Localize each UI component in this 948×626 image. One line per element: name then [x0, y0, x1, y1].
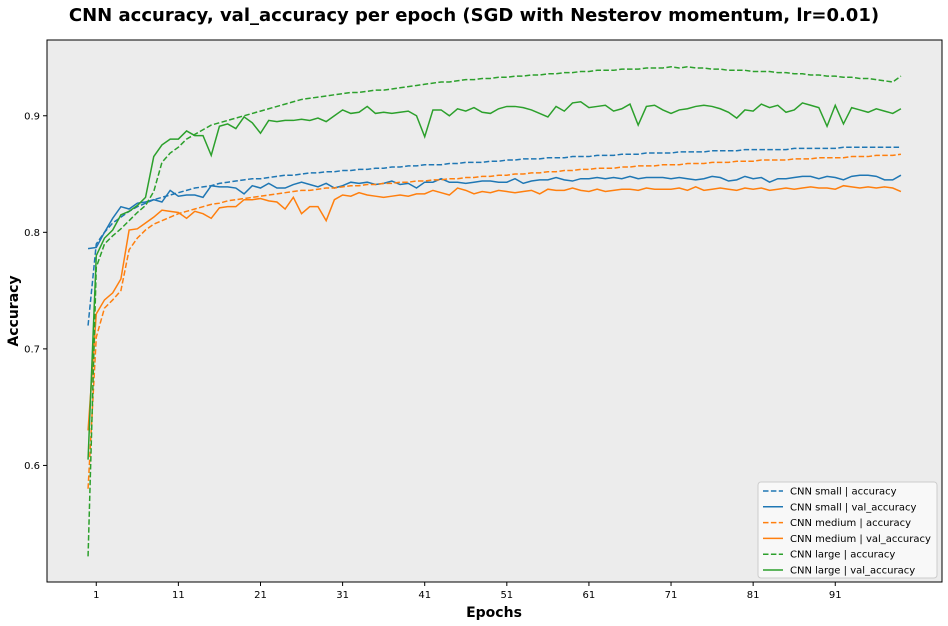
x-tick-label: 51 [500, 590, 513, 601]
x-tick-label: 21 [254, 590, 267, 601]
series-layer [87, 66, 902, 557]
series-line-4 [87, 66, 902, 557]
y-tick-label: 0.8 [24, 228, 40, 239]
legend-label-1: CNN small | val_accuracy [790, 502, 917, 513]
legend-label-4: CNN large | accuracy [790, 550, 895, 561]
series-line-5 [87, 100, 902, 460]
y-axis-label: Accuracy [6, 275, 22, 346]
x-tick-label: 81 [747, 590, 760, 601]
legend-label-3: CNN medium | val_accuracy [790, 534, 931, 545]
x-tick-label: 61 [583, 590, 596, 601]
y-tick-label: 0.7 [24, 344, 40, 355]
series-line-0 [87, 146, 901, 326]
x-tick-label: 11 [172, 590, 185, 601]
legend-box [757, 481, 938, 579]
y-tick-label: 0.6 [24, 461, 40, 472]
x-axis-ticks: 1 11 21 31 41 51 61 71 81 91 [93, 582, 842, 601]
legend-label-0: CNN small | accuracy [790, 487, 897, 498]
x-tick-label: 41 [418, 590, 431, 601]
chart-title: CNN accuracy, val_accuracy per epoch (SG… [68, 5, 880, 26]
series-line-2 [87, 153, 902, 489]
x-tick-label: 71 [665, 590, 678, 601]
x-tick-label: 31 [336, 590, 349, 601]
series-line-1 [87, 174, 902, 250]
x-tick-label: 91 [829, 590, 842, 601]
series-line-3 [87, 184, 902, 431]
x-axis-label: Epochs [466, 605, 522, 621]
y-axis-ticks: 0.6 0.7 0.8 0.9 [24, 111, 47, 472]
y-tick-label: 0.9 [24, 111, 40, 122]
legend-label-2: CNN medium | accuracy [790, 518, 911, 529]
x-tick-label: 1 [93, 590, 99, 601]
legend: CNN small | accuracy CNN small | val_accu… [757, 481, 938, 579]
legend-label-5: CNN large | val_accuracy [790, 566, 915, 577]
